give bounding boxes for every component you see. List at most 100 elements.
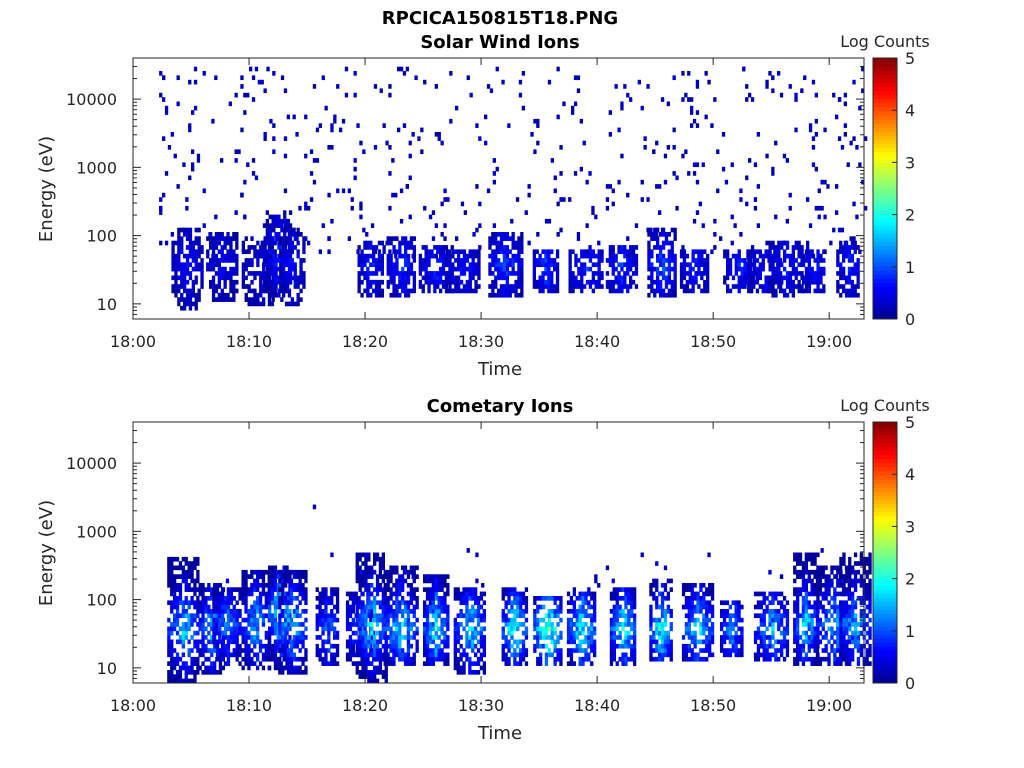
spectrogram-cell <box>521 596 526 601</box>
spectrogram-cell <box>287 232 292 237</box>
spectrogram-cell <box>187 617 191 623</box>
spectrogram-cell <box>412 630 416 636</box>
spectrogram-cell <box>202 223 206 228</box>
spectrogram-cell <box>842 284 846 289</box>
spectrogram-cell <box>302 236 306 241</box>
spectrogram-cell <box>223 284 227 289</box>
spectrogram-cell <box>175 661 180 666</box>
spectrogram-cell <box>386 622 390 627</box>
spectrogram-cell <box>443 197 447 202</box>
spectrogram-cell <box>647 253 651 259</box>
spectrogram-cell <box>395 587 399 592</box>
spectrogram-cell <box>211 258 216 263</box>
spectrogram-cell <box>406 288 411 294</box>
spectrogram-cell <box>553 258 557 263</box>
spectrogram-cell <box>374 266 379 272</box>
spectrogram-cell <box>513 661 517 666</box>
spectrogram-cell <box>364 613 368 619</box>
spectrogram-cell <box>204 604 208 610</box>
spectrogram-cell <box>856 271 860 276</box>
spectrogram-cell <box>731 253 736 259</box>
spectrogram-cell <box>244 292 248 298</box>
spectrogram-cell <box>424 253 428 259</box>
spectrogram-cell <box>465 656 469 662</box>
spectrogram-cell <box>559 656 563 662</box>
spectrogram-cell <box>277 240 281 246</box>
spectrogram-cell <box>210 591 214 597</box>
spectrogram-cell <box>304 591 308 597</box>
spectrogram-cell <box>578 604 582 610</box>
spectrogram-cell <box>345 609 350 614</box>
spectrogram-cell <box>284 301 289 307</box>
spectrogram-cell <box>318 617 322 623</box>
spectrogram-cell <box>427 284 431 289</box>
spectrogram-cell <box>465 258 469 263</box>
spectrogram-cell <box>265 223 269 228</box>
spectrogram-cell <box>262 253 267 259</box>
spectrogram-cell <box>277 266 281 272</box>
spectrogram-cell <box>258 583 263 588</box>
spectrogram-cell <box>853 266 857 272</box>
spectrogram-cell <box>673 232 677 237</box>
spectrogram-cell <box>788 205 792 211</box>
spectrogram-cell <box>516 604 520 610</box>
spectrogram-cell <box>174 275 178 281</box>
spectrogram-cell <box>333 587 337 592</box>
spectrogram-cell <box>267 648 271 653</box>
spectrogram-cell <box>649 617 653 623</box>
spectrogram-cell <box>372 279 376 285</box>
spectrogram-cell <box>183 253 187 259</box>
spectrogram-cell <box>437 132 441 137</box>
spectrogram-cell <box>367 604 371 610</box>
spectrogram-cell <box>826 184 830 189</box>
spectrogram-cell <box>377 249 382 255</box>
spectrogram-cell <box>597 258 601 263</box>
spectrogram-cell <box>584 596 588 601</box>
spectrogram-cell <box>547 635 551 640</box>
spectrogram-cell <box>462 600 466 606</box>
spectrogram-cell <box>268 292 272 298</box>
spectrogram-cell <box>593 613 597 619</box>
spectrogram-cell <box>495 166 499 172</box>
spectrogram-cell <box>681 97 685 102</box>
spectrogram-cell <box>188 253 193 259</box>
spectrogram-cell <box>617 284 621 289</box>
spectrogram-cell <box>184 569 188 575</box>
spectrogram-cell <box>384 674 388 679</box>
spectrogram-cell <box>256 587 260 592</box>
spectrogram-cell <box>804 275 809 281</box>
spectrogram-cell <box>436 279 440 285</box>
spectrogram-cell <box>823 179 827 185</box>
spectrogram-cell <box>171 249 175 255</box>
spectrogram-cell <box>221 613 225 619</box>
spectrogram-cell <box>241 266 245 272</box>
spectrogram-cell <box>661 275 666 281</box>
spectrogram-cell <box>258 600 263 606</box>
spectrogram-cell <box>256 578 260 584</box>
spectrogram-cell <box>695 79 700 85</box>
spectrogram-cell <box>279 271 283 276</box>
spectrogram-cell <box>170 561 174 566</box>
spectrogram-cell <box>624 604 628 610</box>
spectrogram-cell <box>615 587 619 592</box>
spectrogram-cell <box>656 284 660 289</box>
spectrogram-cell <box>443 639 447 645</box>
spectrogram-cell <box>593 639 597 645</box>
spectrogram-cell <box>631 253 636 259</box>
spectrogram-cell <box>501 613 505 619</box>
spectrogram-cell <box>201 591 205 597</box>
spectrogram-cell <box>655 648 659 653</box>
spectrogram-cell <box>177 275 181 281</box>
spectrogram-cell <box>446 622 450 627</box>
spectrogram-cell <box>650 262 654 268</box>
spectrogram-cell <box>184 578 188 584</box>
spectrogram-cell <box>350 197 354 202</box>
spectrogram-cell <box>278 670 282 675</box>
spectrogram-cell <box>287 271 292 276</box>
spectrogram-cell <box>590 591 594 597</box>
spectrogram-cell <box>577 258 581 263</box>
spectrogram-cell <box>369 635 373 640</box>
spectrogram-cell <box>174 279 178 285</box>
spectrogram-cell <box>608 284 612 289</box>
spectrogram-cell <box>283 232 287 237</box>
